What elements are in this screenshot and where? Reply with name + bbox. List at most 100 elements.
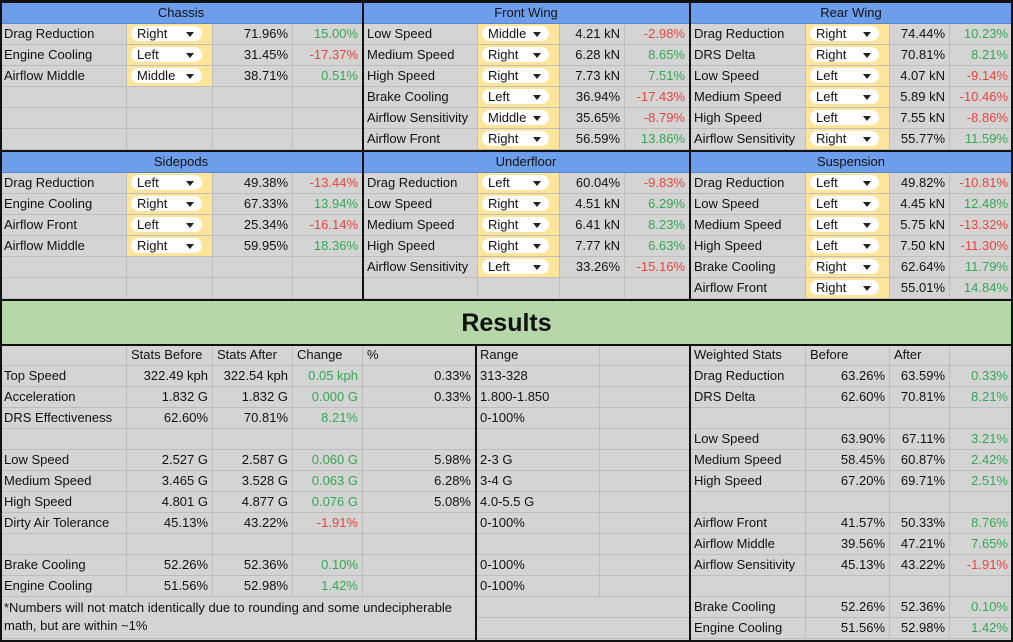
- dropdown[interactable]: Right: [482, 238, 549, 253]
- stat-label: Medium Speed: [690, 450, 806, 471]
- dropdown[interactable]: Right: [131, 26, 202, 41]
- dropdown[interactable]: Middle: [131, 68, 202, 83]
- stat-label: Airflow Front: [690, 513, 806, 534]
- dropdown[interactable]: Left: [810, 175, 879, 190]
- dropdown[interactable]: Left: [810, 217, 879, 232]
- stat-value: 4.0-5.5 G: [476, 492, 600, 513]
- stat-label: Engine Cooling: [690, 618, 806, 639]
- dropdown-cell: Left: [806, 194, 890, 215]
- change: 13.86%: [625, 129, 690, 150]
- empty-cell: [600, 513, 690, 534]
- dropdown-cell: Right: [127, 24, 213, 45]
- stat-value: 2-3 G: [476, 450, 600, 471]
- change: 6.29%: [625, 194, 690, 215]
- change: 0.51%: [293, 66, 363, 87]
- empty-cell: [213, 534, 293, 555]
- dropdown[interactable]: Left: [131, 175, 202, 190]
- dropdown[interactable]: Left: [810, 196, 879, 211]
- stat-value: 0-100%: [476, 408, 600, 429]
- empty-cell: [0, 429, 127, 450]
- empty-cell: [600, 387, 690, 408]
- empty-cell: [560, 278, 625, 299]
- dropdown[interactable]: Left: [131, 217, 202, 232]
- dropdown[interactable]: Left: [482, 89, 549, 104]
- value: 67.33%: [213, 194, 293, 215]
- dropdown[interactable]: Right: [131, 238, 202, 253]
- stat-value: 8.76%: [950, 513, 1013, 534]
- value: 74.44%: [890, 24, 950, 45]
- dropdown[interactable]: Middle: [482, 26, 549, 41]
- empty-cell: [950, 576, 1013, 597]
- part-label: Drag Reduction: [690, 24, 806, 45]
- empty-cell: [127, 278, 213, 299]
- dropdown[interactable]: Right: [810, 280, 879, 295]
- dropdown[interactable]: Left: [810, 238, 879, 253]
- dropdown[interactable]: Right: [810, 26, 879, 41]
- dropdown[interactable]: Right: [810, 131, 879, 146]
- empty-cell: [690, 408, 806, 429]
- part-label: Medium Speed: [690, 87, 806, 108]
- footnote: *Numbers will not match identically due …: [0, 597, 476, 639]
- dropdown[interactable]: Right: [810, 47, 879, 62]
- part-label: Airflow Front: [0, 215, 127, 236]
- dropdown[interactable]: Right: [482, 131, 549, 146]
- dropdown[interactable]: Left: [810, 89, 879, 104]
- dropdown[interactable]: Right: [810, 259, 879, 274]
- empty-cell: [476, 429, 600, 450]
- dropdown-cell: Right: [127, 194, 213, 215]
- stat-value: 1.832 G: [127, 387, 213, 408]
- dropdown-cell: Left: [806, 173, 890, 194]
- stat-value: 60.87%: [890, 450, 950, 471]
- change: -10.81%: [950, 173, 1013, 194]
- empty-cell: [476, 534, 600, 555]
- header-cell: [0, 345, 127, 366]
- stat-value: 3-4 G: [476, 471, 600, 492]
- empty-cell: [293, 534, 363, 555]
- dropdown[interactable]: Middle: [482, 110, 549, 125]
- stat-label: Brake Cooling: [0, 555, 127, 576]
- part-label: High Speed: [363, 66, 478, 87]
- value: 56.59%: [560, 129, 625, 150]
- dropdown[interactable]: Left: [810, 110, 879, 125]
- header-cell: After: [890, 345, 950, 366]
- dropdown-cell: Right: [127, 236, 213, 257]
- dropdown[interactable]: Left: [482, 259, 549, 274]
- empty-cell: [293, 257, 363, 278]
- value: 4.21 kN: [560, 24, 625, 45]
- change: 14.84%: [950, 278, 1013, 299]
- dropdown[interactable]: Right: [131, 196, 202, 211]
- part-label: Airflow Sensitivity: [363, 108, 478, 129]
- value: 33.26%: [560, 257, 625, 278]
- border: [0, 299, 1013, 301]
- dropdown[interactable]: Right: [482, 217, 549, 232]
- stat-value: 0-100%: [476, 513, 600, 534]
- dropdown-cell: Right: [478, 45, 560, 66]
- header-cell: Before: [806, 345, 890, 366]
- stat-value: 322.49 kph: [127, 366, 213, 387]
- dropdown[interactable]: Right: [482, 196, 549, 211]
- dropdown[interactable]: Left: [482, 175, 549, 190]
- dropdown[interactable]: Right: [482, 47, 549, 62]
- dropdown[interactable]: Right: [482, 68, 549, 83]
- empty-cell: [600, 471, 690, 492]
- part-label: Airflow Middle: [0, 66, 127, 87]
- empty-cell: [213, 129, 293, 150]
- stat-value: 0.33%: [363, 366, 476, 387]
- stat-value: 0-100%: [476, 576, 600, 597]
- stat-value: 0.33%: [950, 366, 1013, 387]
- empty-cell: [213, 108, 293, 129]
- stat-value: 5.98%: [363, 450, 476, 471]
- stat-value: 62.60%: [806, 387, 890, 408]
- dropdown-cell: Right: [806, 257, 890, 278]
- stat-value: 322.54 kph: [213, 366, 293, 387]
- stat-value: 0-100%: [476, 555, 600, 576]
- value: 4.51 kN: [560, 194, 625, 215]
- empty-cell: [213, 257, 293, 278]
- empty-cell: [600, 366, 690, 387]
- dropdown[interactable]: Left: [131, 47, 202, 62]
- stat-value: 0.076 G: [293, 492, 363, 513]
- change: -17.43%: [625, 87, 690, 108]
- stat-value: 2.587 G: [213, 450, 293, 471]
- dropdown[interactable]: Left: [810, 68, 879, 83]
